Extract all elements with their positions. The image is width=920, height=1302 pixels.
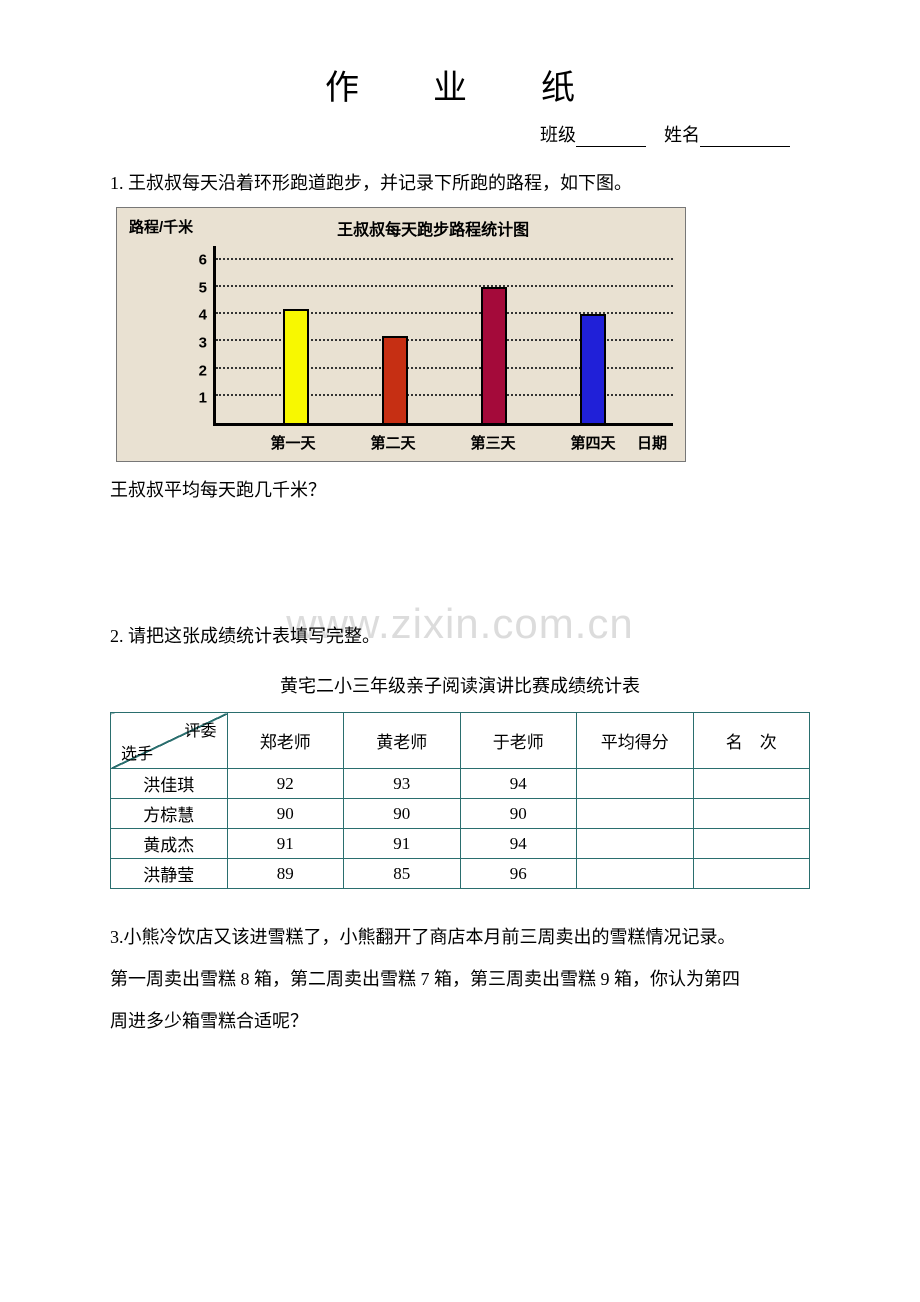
name-blank[interactable] xyxy=(700,127,790,147)
chart-y-axis: 6 5 4 3 2 1 xyxy=(185,246,213,426)
cell: 93 xyxy=(344,769,461,799)
class-label: 班级 xyxy=(540,125,576,145)
cell: 85 xyxy=(344,859,461,889)
q3-line1: 3.小熊冷饮店又该进雪糕了，小熊翻开了商店本月前三周卖出的雪糕情况记录。 xyxy=(110,919,810,955)
scores-table: 评委 选手 郑老师 黄老师 于老师 平均得分 名 次 洪佳琪 92 93 94 … xyxy=(110,712,810,889)
table-row: 黄成杰 91 91 94 xyxy=(111,829,810,859)
row-name: 洪静莹 xyxy=(111,859,228,889)
q3-line3: 周进多少箱雪糕合适呢？ xyxy=(110,1003,810,1039)
col-header: 平均得分 xyxy=(577,713,694,769)
diag-top-right: 评委 xyxy=(184,717,216,741)
chart-y-label: 路程/千米 xyxy=(129,216,193,237)
q1-followup: 王叔叔平均每天跑几千米？ xyxy=(110,472,810,508)
table-header-row: 评委 选手 郑老师 黄老师 于老师 平均得分 名 次 xyxy=(111,713,810,769)
q2-prompt: 2. 请把这张成绩统计表填写完整。 xyxy=(110,618,810,654)
cell: 91 xyxy=(344,829,461,859)
x-label: 第三天 xyxy=(443,432,543,453)
cell-blank[interactable] xyxy=(693,799,810,829)
diag-header-cell: 评委 选手 xyxy=(111,713,228,769)
col-header: 郑老师 xyxy=(227,713,344,769)
cell: 90 xyxy=(227,799,344,829)
chart-title: 王叔叔每天跑步路程统计图 xyxy=(193,216,673,240)
cell: 90 xyxy=(344,799,461,829)
y-tick: 2 xyxy=(199,362,207,379)
y-tick: 6 xyxy=(199,251,207,268)
cell: 91 xyxy=(227,829,344,859)
table-row: 洪静莹 89 85 96 xyxy=(111,859,810,889)
cell: 94 xyxy=(460,769,577,799)
chart-x-labels: 第一天 第二天 第三天 第四天 xyxy=(213,432,673,453)
table-row: 方棕慧 90 90 90 xyxy=(111,799,810,829)
name-label: 姓名 xyxy=(664,125,700,145)
row-name: 黄成杰 xyxy=(111,829,228,859)
y-tick: 5 xyxy=(199,279,207,296)
x-label: 第一天 xyxy=(243,432,343,453)
row-name: 洪佳琪 xyxy=(111,769,228,799)
page-title: 作 业 纸 xyxy=(110,60,810,109)
class-blank[interactable] xyxy=(576,127,646,147)
bar-day4 xyxy=(580,314,606,423)
q2-table-title: 黄宅二小三年级亲子阅读演讲比赛成绩统计表 xyxy=(110,672,810,698)
cell: 96 xyxy=(460,859,577,889)
chart-plot-area xyxy=(213,246,673,426)
cell-blank[interactable] xyxy=(693,859,810,889)
q1-chart: 路程/千米 王叔叔每天跑步路程统计图 6 5 4 3 2 1 xyxy=(116,207,686,462)
cell-blank[interactable] xyxy=(577,769,694,799)
student-info-line: 班级 姓名 xyxy=(110,121,810,147)
cell: 90 xyxy=(460,799,577,829)
row-name: 方棕慧 xyxy=(111,799,228,829)
col-header: 于老师 xyxy=(460,713,577,769)
cell: 94 xyxy=(460,829,577,859)
cell-blank[interactable] xyxy=(577,859,694,889)
col-header: 黄老师 xyxy=(344,713,461,769)
y-tick: 1 xyxy=(199,390,207,407)
cell: 89 xyxy=(227,859,344,889)
x-label: 第二天 xyxy=(343,432,443,453)
cell-blank[interactable] xyxy=(577,829,694,859)
table-row: 洪佳琪 92 93 94 xyxy=(111,769,810,799)
diag-bottom-left: 选手 xyxy=(121,740,153,764)
y-tick: 4 xyxy=(199,307,207,324)
cell: 92 xyxy=(227,769,344,799)
cell-blank[interactable] xyxy=(577,799,694,829)
y-tick: 3 xyxy=(199,334,207,351)
chart-x-axis-title: 日期 xyxy=(637,432,667,453)
x-label: 第四天 xyxy=(543,432,643,453)
bar-day2 xyxy=(382,336,408,423)
cell-blank[interactable] xyxy=(693,829,810,859)
bar-day3 xyxy=(481,287,507,423)
cell-blank[interactable] xyxy=(693,769,810,799)
col-header: 名 次 xyxy=(693,713,810,769)
bar-day1 xyxy=(283,309,309,423)
q3-line2: 第一周卖出雪糕 8 箱，第二周卖出雪糕 7 箱，第三周卖出雪糕 9 箱，你认为第… xyxy=(110,961,810,997)
q1-prompt: 1. 王叔叔每天沿着环形跑道跑步，并记录下所跑的路程，如下图。 xyxy=(110,165,810,201)
